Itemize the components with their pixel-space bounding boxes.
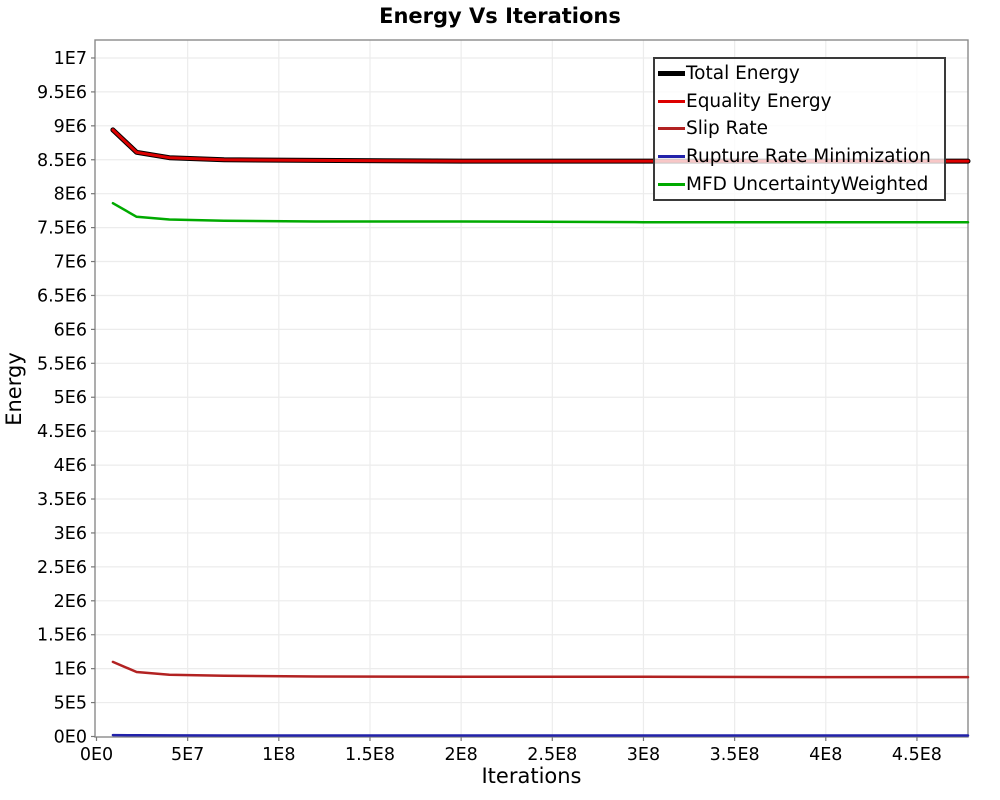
- x-tick-label: 4.5E8: [892, 745, 942, 765]
- x-tick-label: 4E8: [809, 745, 842, 765]
- legend-swatch-rupture-rate-minimization: [658, 155, 685, 159]
- chart-title: Energy Vs Iterations: [379, 4, 621, 28]
- legend-item-rupture-rate-minimization: Rupture Rate Minimization: [658, 146, 944, 167]
- y-axis-title: Energy: [2, 352, 26, 426]
- plot-border: [94, 39, 969, 738]
- y-tick-label: 2E6: [54, 592, 87, 612]
- legend-swatch-total-energy: [658, 71, 685, 77]
- legend-item-total-energy: Total Energy: [658, 63, 944, 84]
- y-tick-label: 1.5E6: [37, 626, 87, 646]
- y-tick-label: 6.5E6: [37, 286, 87, 306]
- legend-swatch-slip-rate: [658, 127, 685, 131]
- y-tick-label: 5.5E6: [37, 354, 87, 374]
- y-tick-label: 8.5E6: [37, 151, 87, 171]
- y-tick-label: 9E6: [54, 117, 87, 137]
- legend-item-mfd-uncertaintyweighted: MFD UncertaintyWeighted: [658, 174, 944, 195]
- legend-label: Total Energy: [686, 63, 800, 85]
- x-tick-label: 1E8: [262, 745, 295, 765]
- legend-label: Rupture Rate Minimization: [686, 146, 931, 168]
- legend-swatch-equality-energy: [658, 99, 685, 103]
- legend-label: Slip Rate: [686, 118, 769, 140]
- x-tick-label: 2E8: [444, 745, 477, 765]
- x-tick-label: 0E0: [80, 745, 113, 765]
- x-axis-title: Iterations: [481, 764, 582, 788]
- y-tick-label: 0E0: [54, 728, 87, 748]
- y-tick-label: 4.5E6: [37, 422, 87, 442]
- y-tick-label: 5E5: [54, 694, 87, 714]
- series-line-mfd-uncertaintyweighted: [111, 201, 970, 224]
- y-tick-label: 1E7: [54, 49, 87, 69]
- y-tick-label: 5E6: [54, 388, 87, 408]
- y-tick-label: 2.5E6: [37, 558, 87, 578]
- legend: Total Energy Equality Energy Slip Rate Rupt…: [653, 57, 946, 201]
- y-tick-label: 4E6: [54, 456, 87, 476]
- x-tick-label: 1.5E8: [345, 745, 395, 765]
- legend-swatch-mfd-uncertaintyweighted: [658, 182, 685, 186]
- y-tick-label: 9.5E6: [37, 83, 87, 103]
- legend-item-slip-rate: Slip Rate: [658, 118, 944, 139]
- y-tick-label: 1E6: [54, 660, 87, 680]
- legend-label: MFD UncertaintyWeighted: [686, 173, 929, 195]
- legend-label: Equality Energy: [686, 90, 832, 112]
- legend-item-equality-energy: Equality Energy: [658, 91, 944, 112]
- x-tick-label: 3E8: [627, 745, 660, 765]
- x-tick-label: 3.5E8: [710, 745, 760, 765]
- y-tick-label: 6E6: [54, 320, 87, 340]
- series-line-slip-rate: [111, 660, 970, 679]
- x-tick-label: 2.5E8: [527, 745, 577, 765]
- y-tick-label: 3E6: [54, 524, 87, 544]
- x-tick-label: 5E7: [171, 745, 204, 765]
- y-tick-label: 3.5E6: [37, 490, 87, 510]
- y-tick-label: 7E6: [54, 253, 87, 273]
- y-tick-label: 8E6: [54, 185, 87, 205]
- y-tick-label: 7.5E6: [37, 219, 87, 239]
